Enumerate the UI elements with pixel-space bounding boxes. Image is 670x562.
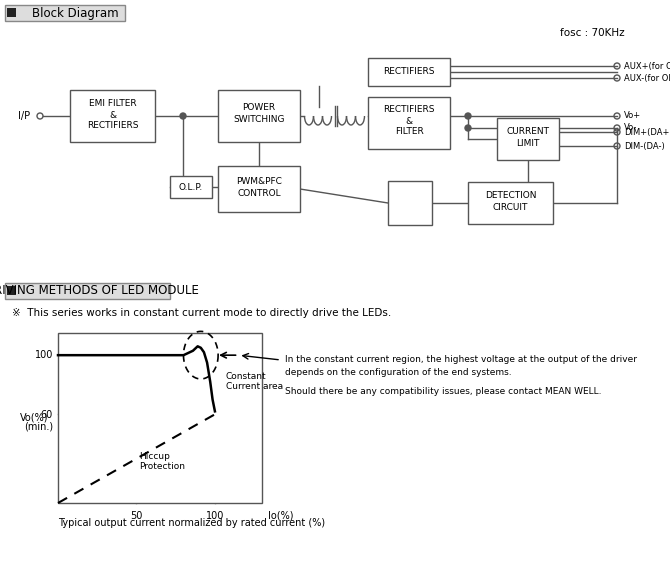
Text: DRIVING METHODS OF LED MODULE: DRIVING METHODS OF LED MODULE [0,284,199,297]
Text: CIRCUIT: CIRCUIT [493,202,528,211]
FancyBboxPatch shape [7,286,16,295]
Text: DIM-(DA-): DIM-(DA-) [624,142,665,151]
Text: Typical output current normalized by rated current (%): Typical output current normalized by rat… [58,518,325,528]
Text: 50: 50 [130,511,143,521]
Text: Vo-: Vo- [624,124,637,133]
Text: &: & [405,116,413,125]
Text: AUX-(for ODLC-45A): AUX-(for ODLC-45A) [624,74,670,83]
Text: Hiccup
Protection: Hiccup Protection [139,452,186,472]
Text: In the constant current region, the highest voltage at the output of the driver: In the constant current region, the high… [285,355,637,364]
Text: LIMIT: LIMIT [517,139,540,148]
Text: Vo+: Vo+ [624,111,641,120]
Text: Block Diagram: Block Diagram [31,7,119,20]
Text: I/P: I/P [18,111,30,121]
Text: Vo(%): Vo(%) [19,413,48,423]
Text: DIM+(DA+): DIM+(DA+) [624,128,670,137]
Text: ※  This series works in constant current mode to directly drive the LEDs.: ※ This series works in constant current … [12,308,391,318]
Text: depends on the configuration of the end systems.: depends on the configuration of the end … [285,368,512,377]
Text: &: & [109,111,116,120]
FancyBboxPatch shape [218,90,300,142]
FancyBboxPatch shape [368,97,450,149]
Text: RECTIFIERS: RECTIFIERS [383,67,435,76]
FancyBboxPatch shape [497,118,559,160]
Text: 60
(min.): 60 (min.) [24,410,53,431]
Text: AUX+(for ODLC-45A): AUX+(for ODLC-45A) [624,61,670,70]
Circle shape [465,113,471,119]
FancyBboxPatch shape [368,58,450,86]
Text: Should there be any compatibility issues, please contact MEAN WELL.: Should there be any compatibility issues… [285,387,602,396]
Text: SWITCHING: SWITCHING [233,116,285,125]
Text: POWER: POWER [243,103,275,112]
FancyBboxPatch shape [5,283,170,299]
FancyBboxPatch shape [170,176,212,198]
FancyBboxPatch shape [7,8,16,17]
Text: DETECTION: DETECTION [485,191,536,200]
Text: Constant
Current area: Constant Current area [226,372,283,392]
FancyBboxPatch shape [5,5,125,21]
FancyBboxPatch shape [58,333,262,503]
FancyBboxPatch shape [218,166,300,212]
Circle shape [465,125,471,131]
Text: FILTER: FILTER [395,128,423,137]
FancyBboxPatch shape [468,182,553,224]
Text: EMI FILTER: EMI FILTER [88,99,136,108]
Text: 100: 100 [35,350,53,360]
Text: CONTROL: CONTROL [237,189,281,198]
Text: CURRENT: CURRENT [507,128,549,137]
Text: RECTIFIERS: RECTIFIERS [383,106,435,115]
FancyBboxPatch shape [70,90,155,142]
Text: 100: 100 [206,511,224,521]
Text: fosc : 70KHz: fosc : 70KHz [560,28,624,38]
Text: Io(%): Io(%) [268,511,293,521]
FancyBboxPatch shape [388,181,432,225]
Text: RECTIFIERS: RECTIFIERS [86,121,138,130]
Text: PWM&PFC: PWM&PFC [236,178,282,187]
Circle shape [180,113,186,119]
Text: O.L.P.: O.L.P. [179,183,203,192]
